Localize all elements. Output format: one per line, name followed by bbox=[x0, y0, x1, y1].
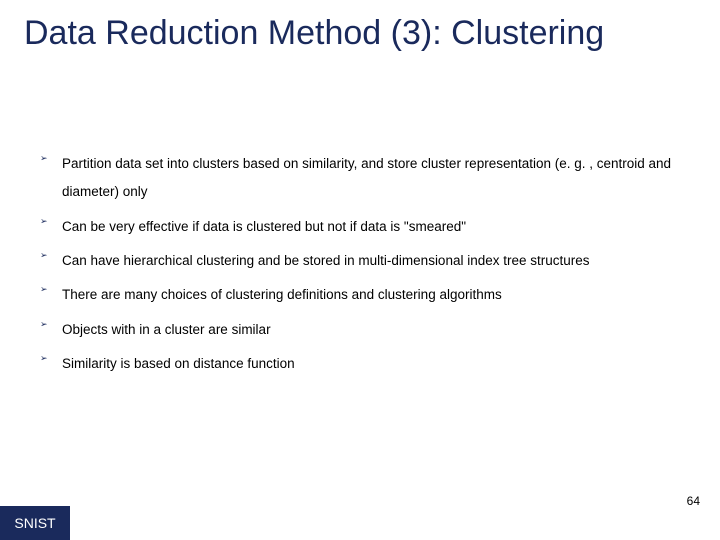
chevron-right-icon: ➢ bbox=[40, 154, 54, 163]
list-item: ➢ There are many choices of clustering d… bbox=[40, 281, 690, 309]
list-item: ➢ Similarity is based on distance functi… bbox=[40, 350, 690, 378]
list-item: ➢ Objects with in a cluster are similar bbox=[40, 316, 690, 344]
slide-body: ➢ Partition data set into clusters based… bbox=[40, 150, 690, 384]
bullet-text: Can be very effective if data is cluster… bbox=[62, 213, 690, 241]
bullet-text: There are many choices of clustering def… bbox=[62, 281, 690, 309]
bullet-text: Similarity is based on distance function bbox=[62, 350, 690, 378]
page-number: 64 bbox=[687, 494, 700, 508]
bullet-text: Partition data set into clusters based o… bbox=[62, 150, 690, 207]
slide: Data Reduction Method (3): Clustering ➢ … bbox=[0, 0, 720, 540]
slide-title: Data Reduction Method (3): Clustering bbox=[24, 12, 696, 55]
chevron-right-icon: ➢ bbox=[40, 217, 54, 226]
bullet-text: Objects with in a cluster are similar bbox=[62, 316, 690, 344]
list-item: ➢ Partition data set into clusters based… bbox=[40, 150, 690, 207]
chevron-right-icon: ➢ bbox=[40, 285, 54, 294]
list-item: ➢ Can be very effective if data is clust… bbox=[40, 213, 690, 241]
footer-badge: SNIST bbox=[0, 506, 70, 540]
chevron-right-icon: ➢ bbox=[40, 320, 54, 329]
footer-label: SNIST bbox=[14, 515, 55, 531]
list-item: ➢ Can have hierarchical clustering and b… bbox=[40, 247, 690, 275]
chevron-right-icon: ➢ bbox=[40, 251, 54, 260]
chevron-right-icon: ➢ bbox=[40, 354, 54, 363]
bullet-text: Can have hierarchical clustering and be … bbox=[62, 247, 690, 275]
